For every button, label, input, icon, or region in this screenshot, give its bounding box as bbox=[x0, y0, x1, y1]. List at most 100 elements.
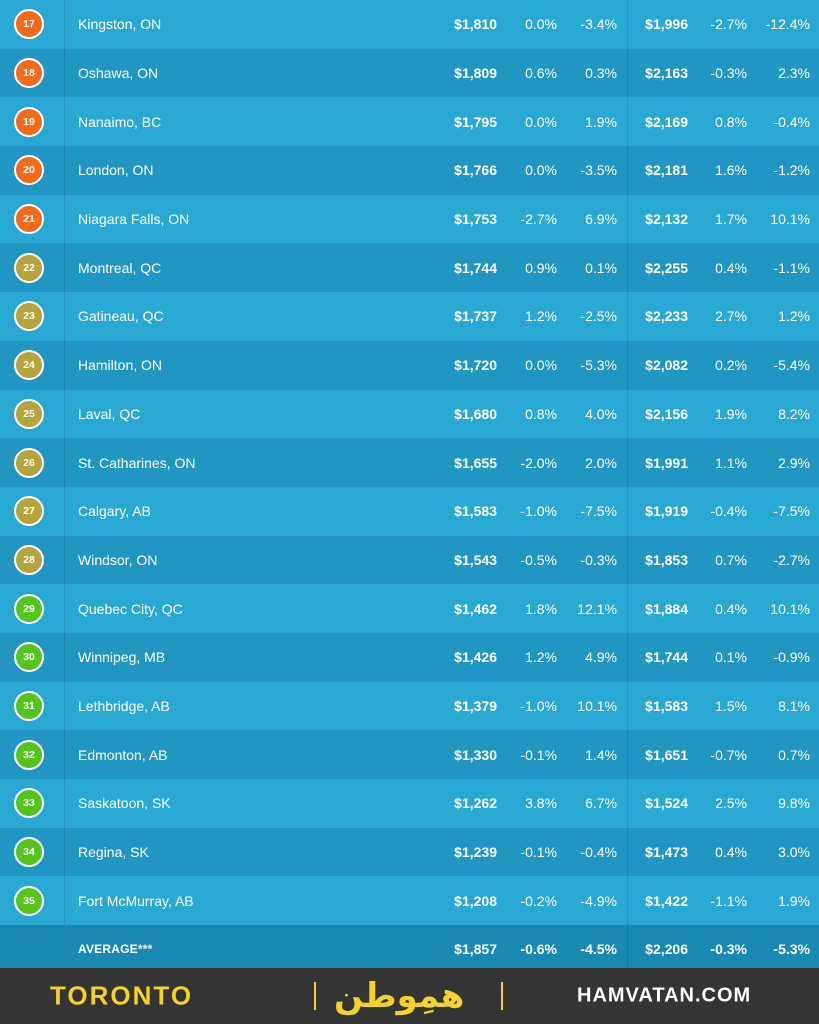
rent-value-2: $1,744 bbox=[645, 649, 688, 666]
change-4: -1.2% bbox=[773, 162, 810, 179]
change-1: -2.0% bbox=[520, 454, 557, 471]
column-divider bbox=[627, 584, 628, 633]
rent-value-2: $1,996 bbox=[645, 16, 688, 33]
table-row: 33 Saskatoon, SK $1,262 3.8% 6.7% $1,524 2.5% 9… bbox=[0, 779, 819, 828]
rank-cell: 27 bbox=[0, 486, 65, 536]
city-name: Lethbridge, AB bbox=[78, 697, 170, 714]
change-2: 0.1% bbox=[585, 259, 617, 276]
city-name: London, ON bbox=[78, 162, 154, 179]
rent-value-2: $1,853 bbox=[645, 551, 688, 568]
rent-value-1: $1,239 bbox=[454, 844, 497, 861]
rank-cell: 22 bbox=[0, 243, 65, 293]
city-name: Edmonton, AB bbox=[78, 746, 168, 763]
rank-badge: 22 bbox=[14, 252, 44, 283]
change-4: 2.9% bbox=[778, 454, 810, 471]
city-name: Fort McMurray, AB bbox=[78, 892, 194, 909]
column-divider bbox=[627, 681, 628, 731]
city-name: Saskatoon, SK bbox=[78, 795, 171, 812]
change-4: -0.9% bbox=[773, 649, 810, 666]
rent-value-1: $1,262 bbox=[454, 795, 497, 812]
rent-value-2: $1,884 bbox=[645, 600, 688, 617]
change-4: -2.7% bbox=[773, 551, 810, 568]
rank-cell: 35 bbox=[0, 876, 65, 926]
city-name: Winnipeg, MB bbox=[78, 649, 166, 666]
column-divider bbox=[627, 925, 628, 974]
rent-value-2: $2,132 bbox=[645, 211, 688, 228]
rank-badge: 27 bbox=[14, 496, 44, 527]
change-1: -1.0% bbox=[520, 697, 557, 714]
change-2: 6.9% bbox=[585, 211, 617, 228]
change-4: 3.0% bbox=[778, 844, 810, 861]
change-2: -7.5% bbox=[580, 503, 617, 520]
city-name: Quebec City, QC bbox=[78, 600, 183, 617]
column-divider bbox=[627, 243, 628, 293]
column-divider bbox=[627, 535, 628, 585]
table-row: 24 Hamilton, ON $1,720 0.0% -5.3% $2,082 0.2% -… bbox=[0, 340, 819, 390]
rank-cell: 25 bbox=[0, 389, 65, 439]
change-4: -7.5% bbox=[773, 503, 810, 520]
change-1: 0.0% bbox=[525, 162, 557, 179]
avg-rent-value-2: $2,206 bbox=[645, 941, 688, 958]
change-1: 1.8% bbox=[525, 600, 557, 617]
column-divider bbox=[627, 389, 628, 439]
rent-value-1: $1,810 bbox=[454, 16, 497, 33]
rent-value-2: $2,255 bbox=[645, 259, 688, 276]
rank-cell: 20 bbox=[0, 146, 65, 195]
change-1: 0.0% bbox=[525, 16, 557, 33]
change-3: 1.7% bbox=[715, 211, 747, 228]
change-3: -0.4% bbox=[710, 503, 747, 520]
rank-cell: 29 bbox=[0, 584, 65, 633]
change-4: 8.2% bbox=[778, 405, 810, 422]
rank-badge: 35 bbox=[14, 885, 44, 916]
table-row: 28 Windsor, ON $1,543 -0.5% -0.3% $1,853 0.7% -… bbox=[0, 535, 819, 585]
change-4: 0.7% bbox=[778, 746, 810, 763]
city-name: Oshawa, ON bbox=[78, 65, 159, 82]
change-3: 0.4% bbox=[715, 259, 747, 276]
footer-separator-left bbox=[314, 982, 316, 1010]
average-row: AVERAGE*** $1,857 -0.6% -4.5% $2,206 -0.3% -5.… bbox=[0, 925, 819, 974]
rank-cell: 24 bbox=[0, 340, 65, 390]
rent-value-1: $1,208 bbox=[454, 892, 497, 909]
rent-value-2: $2,181 bbox=[645, 162, 688, 179]
rent-value-2: $1,422 bbox=[645, 892, 688, 909]
change-2: -3.4% bbox=[580, 16, 617, 33]
average-label: AVERAGE*** bbox=[78, 942, 153, 957]
column-divider bbox=[627, 827, 628, 877]
change-4: 10.1% bbox=[770, 600, 810, 617]
rank-cell: 31 bbox=[0, 681, 65, 731]
change-3: -1.1% bbox=[710, 892, 747, 909]
rent-value-1: $1,680 bbox=[454, 405, 497, 422]
avg-change-2: -4.5% bbox=[580, 941, 617, 958]
change-2: 12.1% bbox=[577, 600, 617, 617]
rank-badge: 17 bbox=[14, 9, 44, 40]
city-name: Montreal, QC bbox=[78, 259, 162, 276]
table-row: 30 Winnipeg, MB $1,426 1.2% 4.9% $1,744 0.1% -0… bbox=[0, 632, 819, 682]
table-row: 35 Fort McMurray, AB $1,208 -0.2% -4.9% $1,42… bbox=[0, 876, 819, 926]
column-divider bbox=[627, 438, 628, 487]
table-row: 17 Kingston, ON $1,810 0.0% -3.4% $1,996 -2.7%… bbox=[0, 0, 819, 49]
change-2: -0.3% bbox=[580, 551, 617, 568]
rank-cell: 18 bbox=[0, 48, 65, 98]
rank-cell: 19 bbox=[0, 97, 65, 147]
footer-bar: TORONTO همِوطن HAMVATAN.COM bbox=[0, 968, 819, 1024]
footer-website[interactable]: HAMVATAN.COM bbox=[577, 984, 752, 1007]
rank-cell: 28 bbox=[0, 535, 65, 585]
change-1: 0.0% bbox=[525, 357, 557, 374]
rent-value-2: $2,082 bbox=[645, 357, 688, 374]
rent-value-1: $1,737 bbox=[454, 308, 497, 325]
rent-value-1: $1,766 bbox=[454, 162, 497, 179]
table-row: 18 Oshawa, ON $1,809 0.6% 0.3% $2,163 -0.3% 2.3… bbox=[0, 48, 819, 98]
rank-badge: 24 bbox=[14, 350, 44, 381]
column-divider bbox=[627, 97, 628, 147]
rent-value-2: $1,473 bbox=[645, 844, 688, 861]
avg-change-4: -5.3% bbox=[773, 941, 810, 958]
city-name: Laval, QC bbox=[78, 405, 141, 422]
change-1: 1.2% bbox=[525, 308, 557, 325]
rank-badge: 32 bbox=[14, 739, 44, 770]
rank-badge: 30 bbox=[14, 642, 44, 673]
change-3: -2.7% bbox=[710, 16, 747, 33]
rent-ranking-table: 17 Kingston, ON $1,810 0.0% -3.4% $1,996 -2.7%… bbox=[0, 0, 819, 974]
rent-value-1: $1,426 bbox=[454, 649, 497, 666]
table-row: 22 Montreal, QC $1,744 0.9% 0.1% $2,255 0.4% -1… bbox=[0, 243, 819, 293]
change-3: 0.7% bbox=[715, 551, 747, 568]
